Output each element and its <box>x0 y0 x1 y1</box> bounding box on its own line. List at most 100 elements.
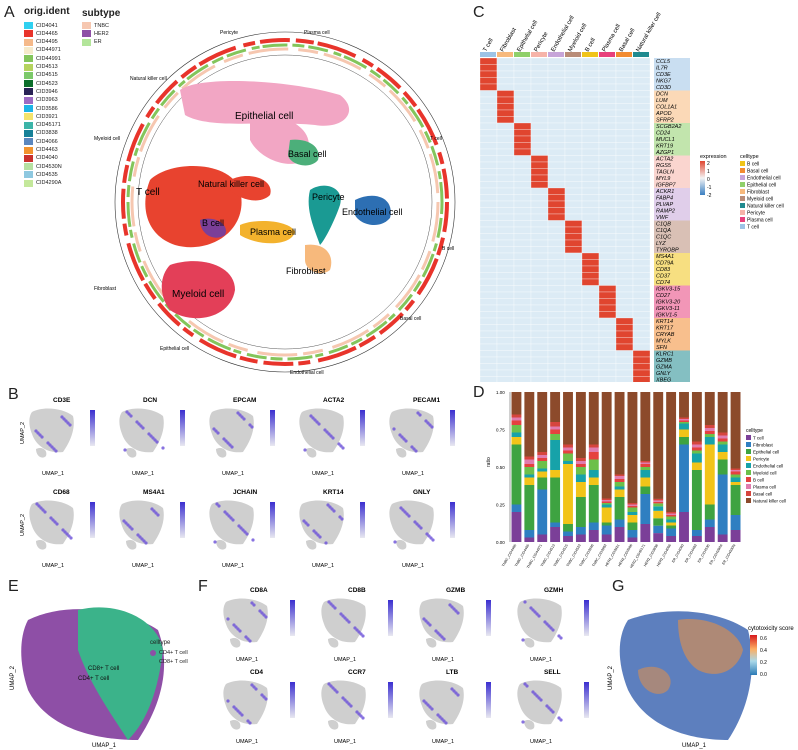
expression-dot <box>234 625 238 629</box>
heatmap-cell <box>598 363 617 371</box>
bar-segment <box>704 504 715 520</box>
celltype-bar <box>599 52 615 57</box>
expression-dot <box>246 719 250 723</box>
colorbar <box>180 410 185 446</box>
heatmap-cell <box>547 246 566 254</box>
expression-dot <box>400 435 404 439</box>
bar-legend-label: Pericyte <box>753 457 770 462</box>
heatmap-cell <box>632 324 651 332</box>
heatmap-cell <box>513 181 532 189</box>
heatmap-cell <box>513 194 532 202</box>
expression-dot <box>557 634 561 638</box>
heatmap-cell <box>598 291 617 299</box>
expression-dot <box>339 612 343 616</box>
expression-dot <box>260 611 264 615</box>
feature-title: DCN <box>143 397 157 404</box>
celltype-swatch <box>740 196 745 201</box>
expression-dot <box>454 609 458 613</box>
expression-dot <box>456 611 460 615</box>
bar-segment <box>550 527 561 542</box>
heatmap-cell <box>513 265 532 273</box>
bar-legend-label: Endothelial cell <box>753 464 783 469</box>
heatmap-gene-label: KLRC1 <box>656 352 674 358</box>
colorbar <box>270 410 275 446</box>
expression-dot <box>123 448 127 452</box>
gene-group-band <box>654 376 690 382</box>
expression-dot <box>248 721 252 725</box>
bar-segment <box>614 486 625 490</box>
expression-tick: 1 <box>707 169 710 175</box>
heatmap-cell <box>564 64 583 72</box>
heatmap-gene-label: KRT17 <box>656 326 674 332</box>
expression-dot <box>318 535 322 539</box>
heatmap-cell <box>615 109 634 117</box>
heatmap-cell <box>581 200 600 208</box>
heatmap-cell <box>632 356 651 364</box>
heatmap-cell <box>530 337 549 345</box>
heatmap-gene-label: IGFBP7 <box>656 183 677 189</box>
expression-dot <box>230 445 234 449</box>
heatmap-cell <box>547 116 566 124</box>
expression-dot <box>142 539 146 543</box>
expression-dot <box>326 503 330 507</box>
heatmap-cell <box>479 304 498 312</box>
heatmap-cell <box>547 194 566 202</box>
x-axis-label: UMAP_1 <box>402 471 424 476</box>
heatmap-gene-label: MS4A1 <box>656 254 674 260</box>
umap-cells-2 <box>306 539 317 550</box>
expression-dot <box>347 620 351 624</box>
epithelial-cluster <box>180 80 350 126</box>
heatmap-cell <box>496 330 515 338</box>
heatmap-cell <box>615 207 634 215</box>
heatmap-cell <box>530 90 549 98</box>
celltype-legend-label: Pericyte <box>747 211 765 217</box>
heatmap-cell <box>564 96 583 104</box>
bar-segment <box>614 476 625 479</box>
heatmap-cell <box>598 70 617 78</box>
bar-legend-title: celltype <box>746 428 763 434</box>
heatmap-cell <box>581 304 600 312</box>
heatmap-gene-label: MYL9 <box>656 176 670 182</box>
x-axis-label: UMAP_1 <box>334 657 356 662</box>
heatmap-cell <box>530 64 549 72</box>
heatmap-cell <box>632 265 651 273</box>
bar-segment <box>730 468 741 470</box>
expression-dot <box>416 411 420 415</box>
expression-dot <box>521 720 525 724</box>
colorbar <box>450 502 455 538</box>
heatmap-cell <box>581 272 600 280</box>
legend-swatch <box>24 30 33 38</box>
bar-segment <box>563 444 573 448</box>
expression-dot <box>404 439 408 443</box>
feature-title: GNLY <box>413 489 431 496</box>
heatmap-cell <box>513 161 532 169</box>
heatmap-cell <box>530 174 549 182</box>
bar-segment <box>640 477 651 487</box>
expression-dot <box>521 638 525 642</box>
expression-dot <box>232 705 236 709</box>
feature-title: CCR7 <box>348 669 366 676</box>
heatmap-cell <box>496 278 515 286</box>
bar-segment <box>653 392 664 499</box>
heatmap-cell <box>598 246 617 254</box>
legend-label: CID44971 <box>36 47 61 54</box>
heatmap-cell <box>479 57 498 65</box>
expression-dot <box>213 540 217 544</box>
bar-segment <box>679 417 689 419</box>
bar-segment <box>666 525 677 529</box>
x-tick-label: ER_CID4530N <box>721 543 736 565</box>
heatmap-cell <box>547 181 566 189</box>
heatmap-cell <box>530 324 549 332</box>
bar-segment <box>627 504 638 506</box>
expression-dot <box>315 420 319 424</box>
expression-dot <box>149 434 153 438</box>
heatmap-gene-label: XBEG <box>655 378 672 383</box>
subtype-legend-item: HER2 <box>82 30 109 38</box>
legend-label: CID3946 <box>36 88 58 95</box>
heatmap-cell <box>632 90 651 98</box>
expression-dot <box>333 606 337 610</box>
gene-group-band <box>654 266 690 273</box>
expression-dot <box>537 696 541 700</box>
expression-dot <box>35 502 39 506</box>
heatmap-cell <box>598 220 617 228</box>
